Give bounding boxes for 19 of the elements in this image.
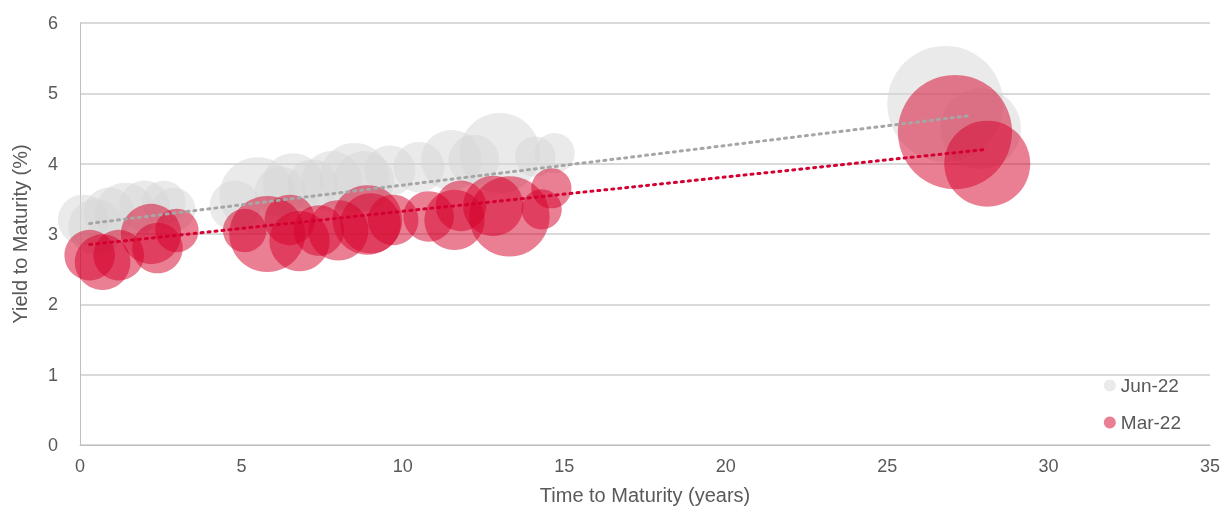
legend-label: Jun-22	[1120, 375, 1179, 396]
x-tick-label: 30	[1038, 456, 1059, 476]
x-tick-label: 0	[74, 456, 86, 476]
x-tick-label: 10	[392, 456, 413, 476]
x-tick-label: 25	[877, 456, 898, 476]
legend-label: Mar-22	[1120, 412, 1182, 433]
y-tick-label: 2	[47, 294, 58, 315]
x-tick-label: 20	[715, 456, 736, 476]
x-tick-label: 35	[1199, 456, 1221, 476]
y-tick-label: 4	[47, 153, 58, 174]
y-tick-label: 0	[47, 435, 58, 455]
y-axis-title: Yield to Maturity (%)	[9, 144, 31, 324]
x-tick-label: 5	[236, 456, 247, 476]
x-axis-title: Time to Maturity (years)	[539, 484, 751, 506]
y-tick-label: 5	[47, 83, 58, 104]
x-tick-label: 15	[554, 456, 575, 476]
y-tick-label: 1	[47, 364, 58, 385]
y-tick-label: 3	[47, 224, 58, 244]
y-tick-label: 6	[47, 13, 58, 33]
